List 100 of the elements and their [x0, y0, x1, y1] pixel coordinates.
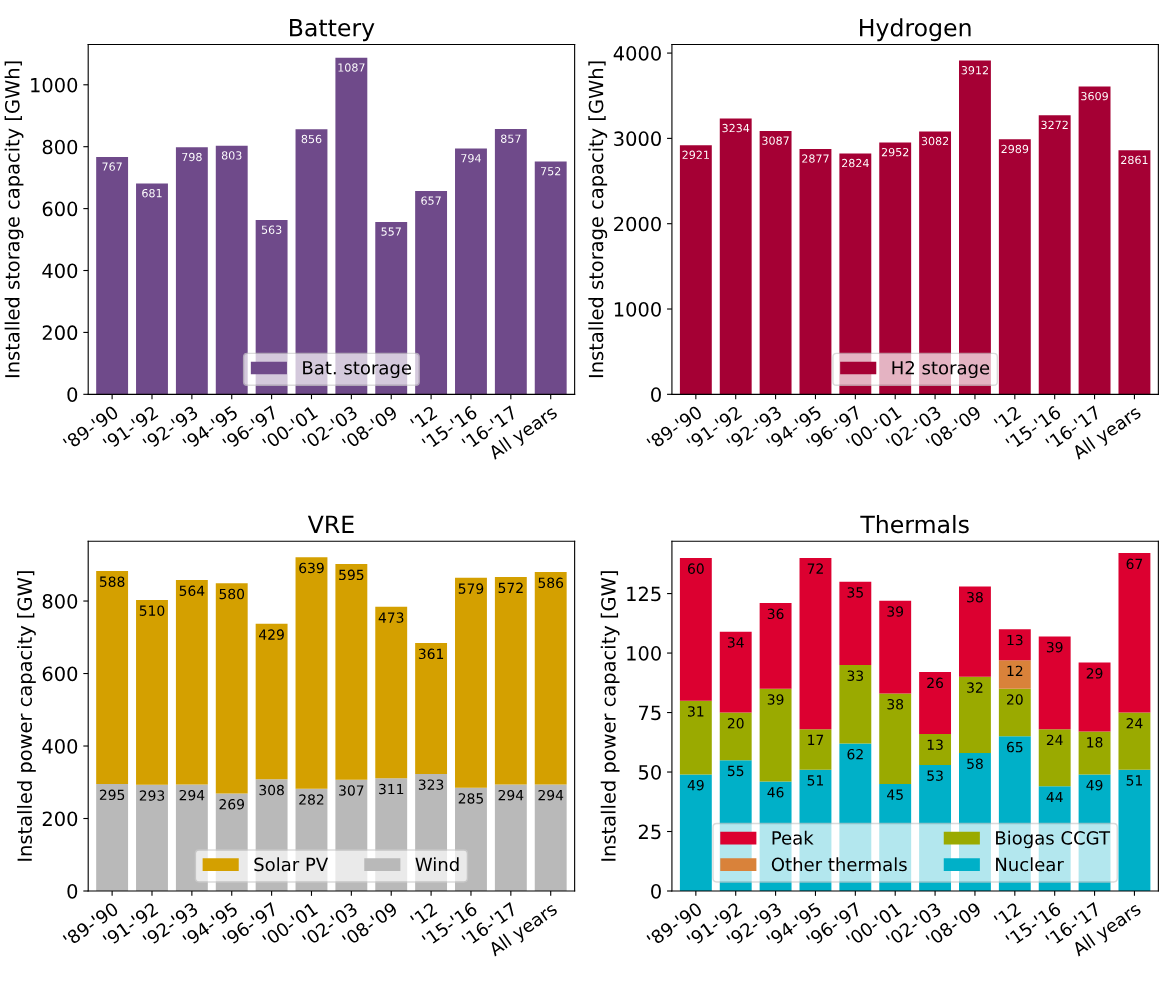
- legend-label: Solar PV: [254, 857, 329, 872]
- data-label: 767: [102, 162, 122, 171]
- data-label: 34: [727, 637, 744, 648]
- y-tick-label: 600: [42, 201, 78, 217]
- data-label: 12: [1007, 665, 1023, 676]
- data-label: 3912: [961, 66, 988, 75]
- data-label: 17: [808, 734, 824, 745]
- data-label: 752: [541, 167, 561, 176]
- legend-label: Wind: [415, 857, 459, 872]
- data-label: 803: [221, 151, 242, 160]
- data-label: 24: [1046, 734, 1063, 745]
- legend-label: Nuclear: [996, 857, 1064, 872]
- y-tick-label: 400: [42, 738, 78, 754]
- data-label: 72: [807, 563, 823, 574]
- data-label: 572: [498, 582, 523, 594]
- legend-label: Bat. storage: [303, 361, 412, 379]
- data-label: 798: [182, 152, 202, 162]
- y-tick-label: 75: [639, 705, 661, 721]
- data-label: 53: [927, 770, 943, 781]
- data-label: 38: [887, 699, 904, 710]
- data-label: 18: [1087, 737, 1103, 748]
- data-label: 35: [847, 587, 863, 598]
- data-label: 24: [1126, 718, 1143, 729]
- data-label: 51: [1126, 775, 1142, 786]
- data-label: 294: [498, 789, 524, 801]
- data-label: 26: [927, 677, 944, 689]
- data-label: 639: [299, 562, 324, 574]
- data-label: 13: [927, 739, 943, 750]
- data-label: 293: [139, 790, 165, 801]
- data-label: 32: [967, 682, 983, 693]
- data-label: 2877: [802, 154, 829, 163]
- data-label: 2952: [881, 147, 909, 157]
- data-label: 294: [179, 789, 205, 801]
- data-label: 1087: [338, 63, 365, 72]
- data-label: 557: [381, 227, 401, 236]
- data-label: 564: [179, 585, 205, 597]
- y-tick-label: 4000: [613, 46, 661, 61]
- y-tick-label: 0: [67, 883, 78, 899]
- data-label: 67: [1126, 558, 1143, 570]
- data-label: 46: [767, 787, 784, 798]
- y-tick-label: 3000: [614, 131, 661, 147]
- legend-label: Peak: [772, 830, 814, 845]
- y-axis-title: Installed power capacity [GW]: [16, 571, 36, 861]
- data-label: 3087: [762, 136, 789, 145]
- legend-label: Other thermals: [771, 857, 907, 872]
- data-label: 45: [887, 789, 903, 800]
- y-tick-label: 0: [651, 387, 661, 402]
- data-label: 36: [767, 608, 784, 620]
- y-tick-label: 125: [627, 586, 661, 602]
- y-tick-label: 0: [651, 883, 661, 899]
- data-label: 20: [727, 718, 744, 729]
- y-tick-label: 200: [42, 811, 78, 827]
- data-label: 3234: [722, 123, 750, 133]
- data-label: 323: [418, 779, 444, 790]
- chart-title: VRE: [307, 515, 354, 533]
- data-label: 308: [259, 784, 284, 796]
- data-label: 62: [847, 748, 863, 760]
- data-label: 586: [538, 577, 564, 589]
- data-label: 39: [887, 606, 904, 617]
- data-label: 473: [378, 612, 404, 623]
- data-label: 857: [500, 134, 521, 143]
- y-axis-title: Installed power capacity [GW]: [600, 571, 620, 861]
- data-label: 294: [538, 789, 564, 801]
- data-label: 51: [807, 775, 824, 786]
- data-label: 58: [967, 758, 983, 769]
- data-label: 3609: [1081, 91, 1108, 101]
- y-axis-title: Installed storage capacity [GWh]: [588, 61, 608, 378]
- chart-title: Hydrogen: [860, 18, 971, 42]
- y-axis-title: Installed storage capacity [GWh]: [4, 61, 24, 378]
- data-label: 65: [1006, 741, 1023, 753]
- data-label: 2861: [1121, 155, 1148, 165]
- data-label: 361: [418, 648, 444, 660]
- data-label: 29: [1086, 668, 1103, 679]
- data-label: 38: [967, 591, 983, 603]
- data-label: 31: [688, 706, 704, 717]
- data-label: 39: [767, 694, 784, 705]
- y-tick-label: 25: [638, 824, 661, 840]
- legend-label: H2 storage: [892, 360, 990, 379]
- y-tick-label: 800: [42, 593, 78, 609]
- data-label: 580: [219, 588, 245, 600]
- data-label: 657: [421, 196, 441, 205]
- y-tick-label: 400: [42, 263, 78, 279]
- data-label: 2824: [842, 158, 869, 168]
- chart-title: Battery: [290, 19, 375, 42]
- y-tick-label: 600: [42, 666, 78, 682]
- y-tick-label: 2000: [614, 216, 661, 232]
- data-label: 55: [727, 765, 744, 777]
- y-tick-label: 0: [67, 387, 78, 402]
- data-label: 39: [1046, 641, 1063, 653]
- legend-label: Biogas CCGT: [996, 830, 1111, 849]
- data-label: 307: [339, 785, 364, 796]
- data-label: 429: [259, 629, 284, 640]
- data-label: 2921: [682, 150, 709, 159]
- data-label: 563: [261, 225, 282, 234]
- data-label: 33: [847, 670, 864, 681]
- data-label: 269: [219, 798, 245, 810]
- data-label: 60: [687, 563, 704, 574]
- data-label: 44: [1046, 791, 1063, 803]
- data-label: 295: [99, 789, 125, 801]
- y-tick-label: 1000: [31, 77, 78, 93]
